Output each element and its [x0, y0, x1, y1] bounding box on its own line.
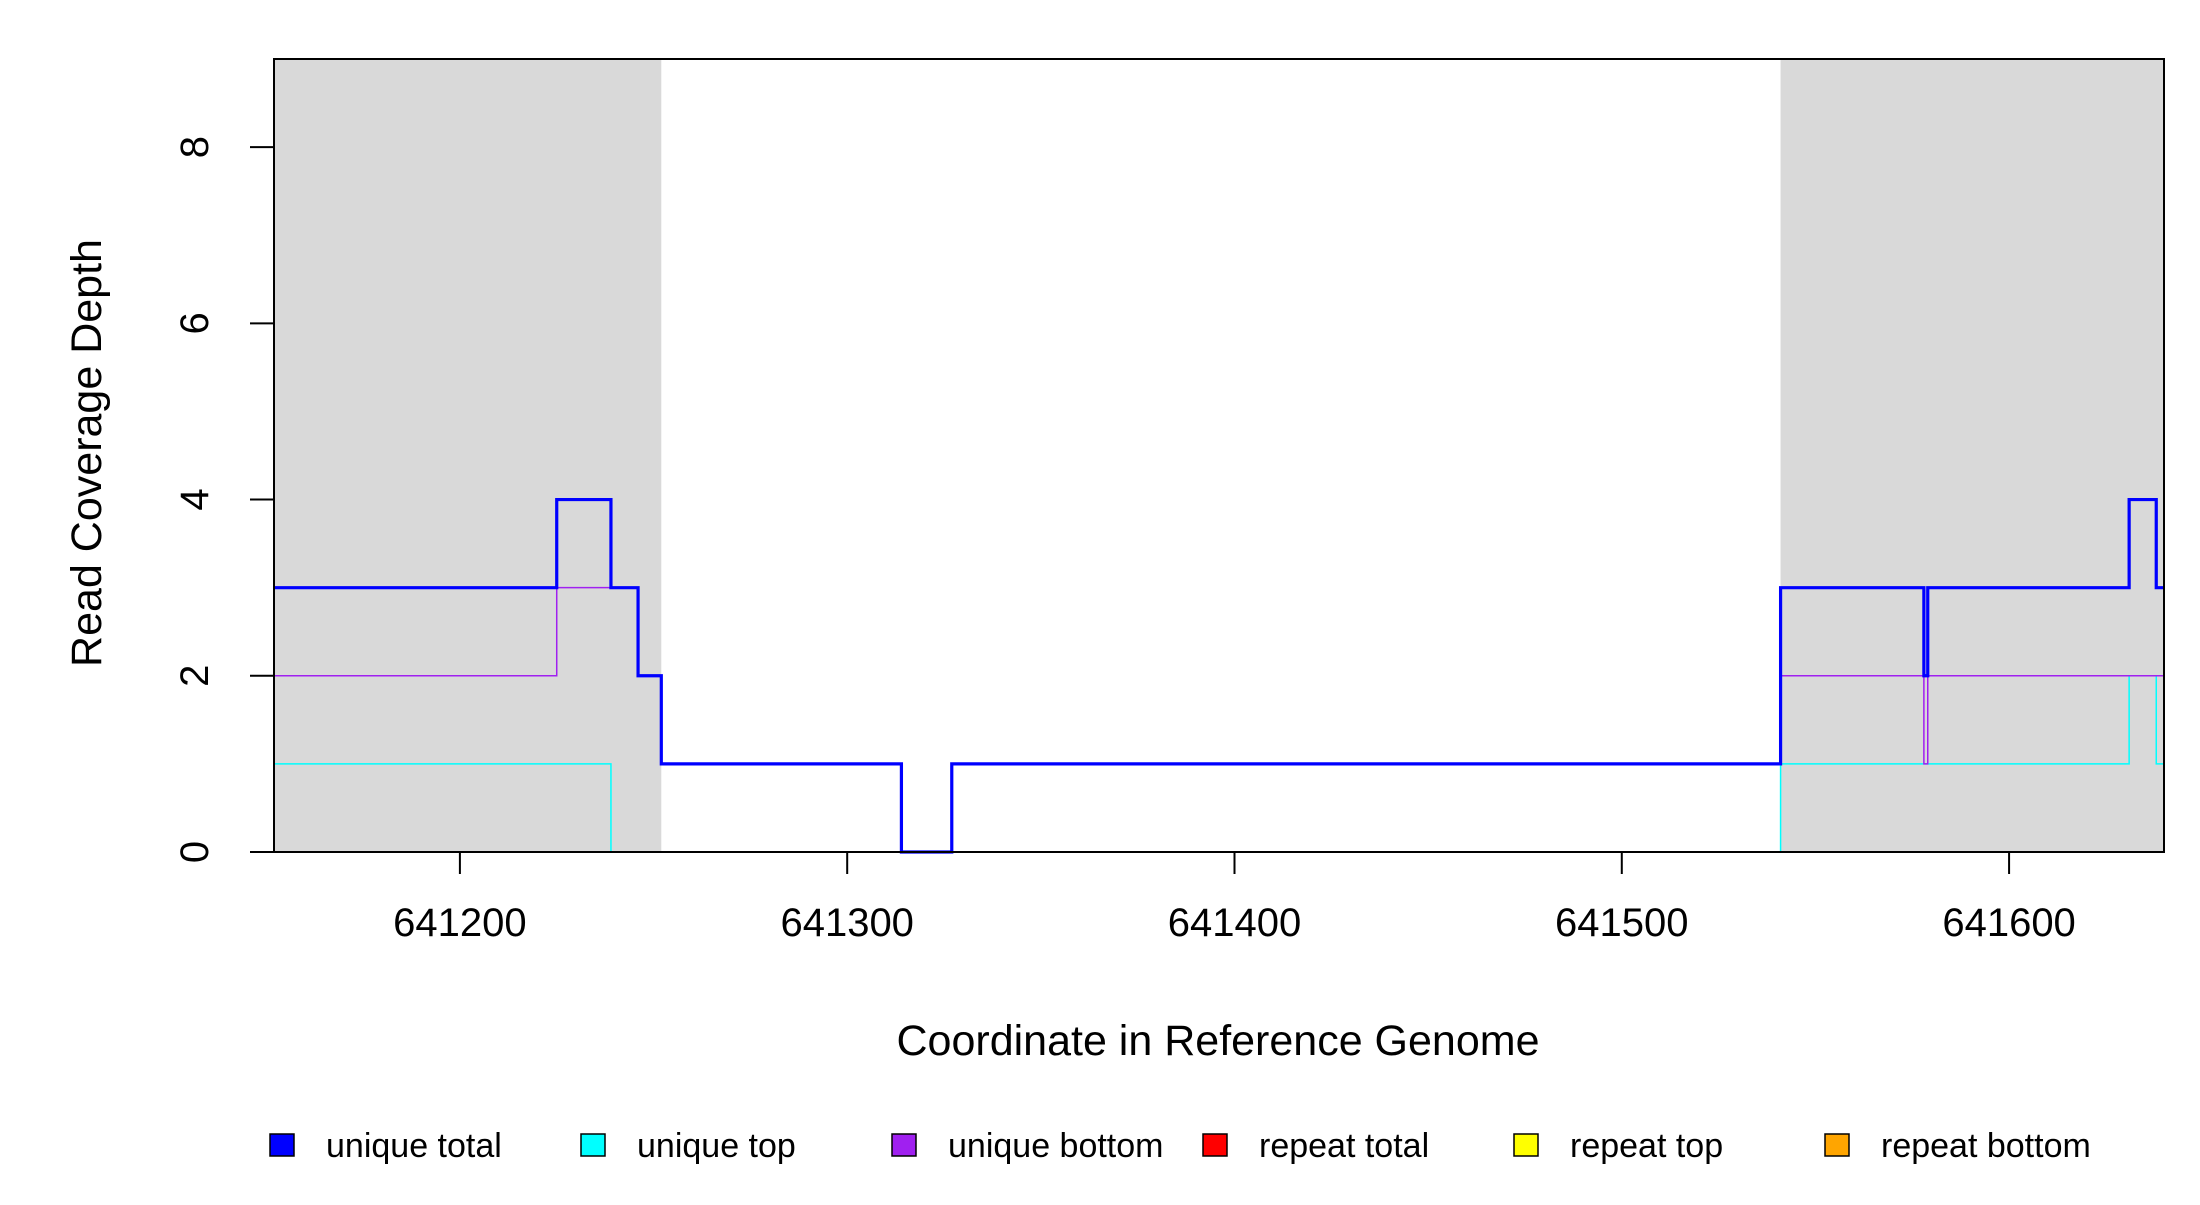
x-axis-title: Coordinate in Reference Genome — [897, 1017, 1540, 1065]
x-tick-label: 641300 — [780, 901, 913, 945]
legend-label: repeat bottom — [1881, 1127, 2091, 1165]
x-tick-label: 641200 — [393, 901, 526, 945]
x-tick-label: 641400 — [1168, 901, 1301, 945]
y-axis: 0 2 4 6 8 — [173, 136, 274, 863]
x-tick-label: 641500 — [1555, 901, 1688, 945]
series-line-unique-total — [274, 497, 2164, 854]
legend-label: unique bottom — [948, 1127, 1164, 1165]
y-axis-title: Read Coverage Depth — [63, 239, 111, 667]
x-axis: 641200 641300 641400 641500 641600 — [393, 852, 2076, 945]
shaded-regions — [274, 59, 2164, 852]
legend-swatch-unique-total — [269, 1133, 295, 1157]
y-tick-label: 4 — [173, 488, 217, 510]
legend-swatch-unique-bottom — [891, 1133, 917, 1157]
legend-label: unique top — [637, 1127, 796, 1165]
legend-swatch-repeat-bottom — [1824, 1133, 1850, 1157]
legend-swatch-repeat-total — [1202, 1133, 1228, 1157]
x-tick-label: 641600 — [1942, 901, 2075, 945]
legend-label: unique total — [326, 1127, 502, 1165]
y-tick-label: 6 — [173, 312, 217, 334]
legend-swatch-unique-top — [580, 1133, 606, 1157]
legend-label: repeat top — [1570, 1127, 1723, 1165]
legend-label: repeat total — [1259, 1127, 1429, 1165]
legend-swatch-repeat-top — [1513, 1133, 1539, 1157]
series-line-unique-top — [274, 675, 2164, 853]
shaded-region-0 — [274, 59, 662, 852]
y-tick-label: 8 — [173, 136, 217, 158]
y-tick-label: 2 — [173, 665, 217, 687]
y-tick-label: 0 — [173, 841, 217, 863]
plot-frame — [273, 58, 2165, 853]
shaded-region-1 — [1780, 59, 2164, 852]
legend: unique total unique top unique bottom repea… — [269, 1127, 2091, 1165]
